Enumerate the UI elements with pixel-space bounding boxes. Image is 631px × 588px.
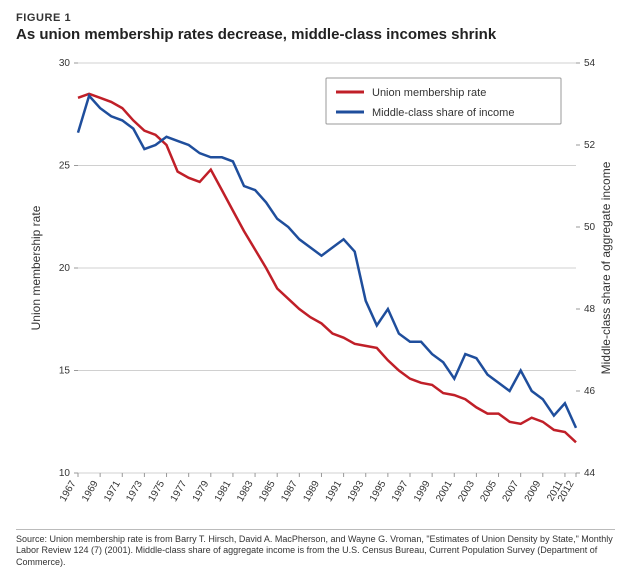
svg-text:2007: 2007 xyxy=(501,479,522,504)
svg-text:48: 48 xyxy=(584,304,596,315)
svg-text:50: 50 xyxy=(584,222,596,233)
svg-text:1983: 1983 xyxy=(235,479,256,504)
svg-text:2003: 2003 xyxy=(456,479,477,504)
svg-text:1979: 1979 xyxy=(191,479,212,504)
svg-text:Union membership rate: Union membership rate xyxy=(29,205,43,330)
svg-text:Union membership rate: Union membership rate xyxy=(372,87,486,99)
svg-text:2009: 2009 xyxy=(523,479,544,504)
svg-text:1969: 1969 xyxy=(80,479,101,504)
svg-text:1999: 1999 xyxy=(412,479,433,504)
svg-text:1987: 1987 xyxy=(279,479,300,504)
svg-text:1973: 1973 xyxy=(124,479,145,504)
svg-text:15: 15 xyxy=(59,366,71,377)
line-chart: 10 15 20 25 30 Union membership rate 44 46 48 50 5… xyxy=(16,53,615,523)
svg-text:1971: 1971 xyxy=(102,479,123,504)
svg-text:1995: 1995 xyxy=(368,479,389,504)
svg-text:10: 10 xyxy=(59,468,71,479)
chart-area: 10 15 20 25 30 Union membership rate 44 46 48 50 5… xyxy=(16,53,615,523)
svg-text:46: 46 xyxy=(584,386,596,397)
chart-title: As union membership rates decrease, midd… xyxy=(16,26,615,43)
svg-text:2005: 2005 xyxy=(478,479,499,504)
svg-text:25: 25 xyxy=(59,161,71,172)
svg-text:1977: 1977 xyxy=(169,479,190,504)
svg-text:54: 54 xyxy=(584,58,596,69)
svg-text:1991: 1991 xyxy=(324,479,345,504)
svg-text:1981: 1981 xyxy=(213,479,234,504)
svg-text:Middle-class share of aggregat: Middle-class share of aggregate income xyxy=(599,161,613,374)
svg-text:1997: 1997 xyxy=(390,479,411,504)
svg-text:2001: 2001 xyxy=(434,479,455,504)
svg-text:1993: 1993 xyxy=(346,479,367,504)
legend: Union membership rate Middle-class share … xyxy=(326,78,561,124)
svg-text:30: 30 xyxy=(59,58,71,69)
figure-label: FIGURE 1 xyxy=(16,12,615,24)
svg-text:52: 52 xyxy=(584,140,596,151)
svg-text:1975: 1975 xyxy=(146,479,167,504)
source-note: Source: Union membership rate is from Ba… xyxy=(16,529,615,568)
svg-text:1985: 1985 xyxy=(257,479,278,504)
svg-text:44: 44 xyxy=(584,468,596,479)
svg-text:20: 20 xyxy=(59,263,71,274)
svg-text:Middle-class share of income: Middle-class share of income xyxy=(372,107,514,119)
svg-text:1967: 1967 xyxy=(58,479,79,504)
svg-text:1989: 1989 xyxy=(301,479,322,504)
figure-container: { "figure_label": "FIGURE 1", "title": "… xyxy=(0,0,631,588)
